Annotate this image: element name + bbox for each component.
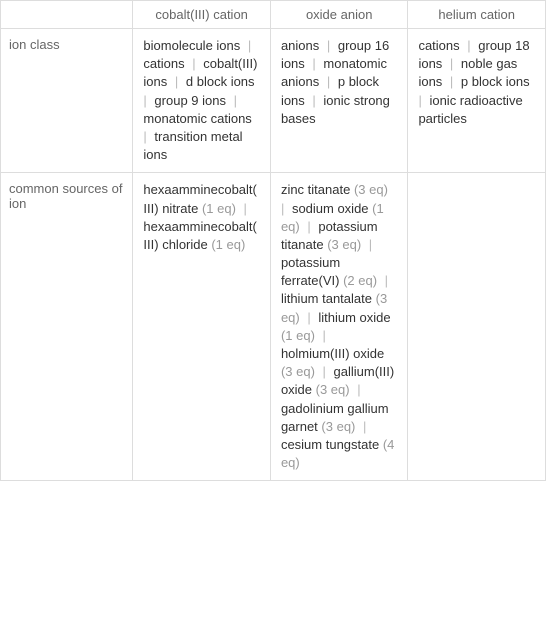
sources-cobalt-cell: hexaamminecobalt(III) nitrate (1 eq) | h… [133, 173, 271, 481]
header-cobalt: cobalt(III) cation [133, 1, 271, 29]
sources-oxide-cell: zinc titanate (3 eq) | sodium oxide (1 e… [270, 173, 408, 481]
row-label-ion-class: ion class [1, 29, 133, 173]
header-helium: helium cation [408, 1, 546, 29]
ion-class-cobalt-cell: biomolecule ions | cations | cobalt(III)… [133, 29, 271, 173]
corner-cell [1, 1, 133, 29]
cell-content: hexaamminecobalt(III) nitrate (1 eq) | h… [143, 181, 260, 254]
common-sources-row: common sources of ion hexaamminecobalt(I… [1, 173, 546, 481]
ion-class-row: ion class biomolecule ions | cations | c… [1, 29, 546, 173]
row-label-common-sources: common sources of ion [1, 173, 133, 481]
cell-content: anions | group 16 ions | monatomic anion… [281, 37, 398, 128]
cell-content: zinc titanate (3 eq) | sodium oxide (1 e… [281, 181, 398, 472]
cell-content: cations | group 18 ions | noble gas ions… [418, 37, 535, 128]
header-oxide: oxide anion [270, 1, 408, 29]
cell-content: biomolecule ions | cations | cobalt(III)… [143, 37, 260, 164]
sources-helium-cell [408, 173, 546, 481]
ion-class-helium-cell: cations | group 18 ions | noble gas ions… [408, 29, 546, 173]
ion-class-oxide-cell: anions | group 16 ions | monatomic anion… [270, 29, 408, 173]
header-row: cobalt(III) cation oxide anion helium ca… [1, 1, 546, 29]
ion-properties-table: cobalt(III) cation oxide anion helium ca… [0, 0, 546, 481]
